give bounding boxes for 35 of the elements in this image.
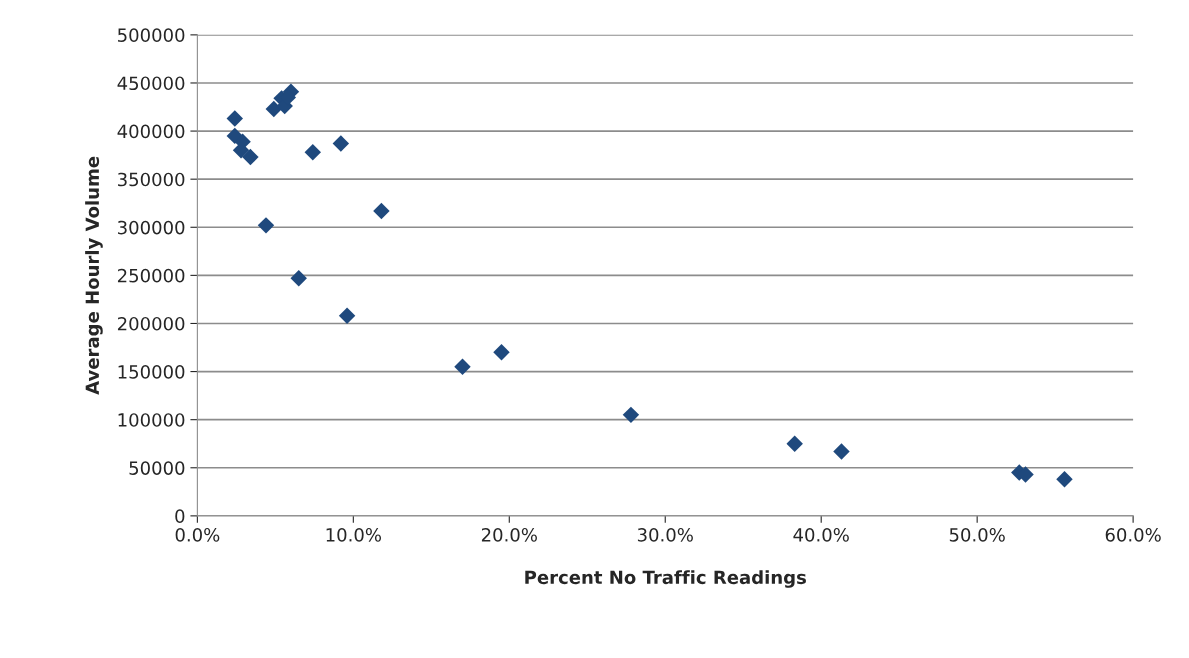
point [226,110,244,127]
point [1056,471,1073,488]
y-tick-label: 100000 [118,413,185,427]
x-tick-label: 10.0% [326,528,382,542]
point [786,435,803,452]
y-tick-label: 250000 [117,268,185,283]
x-tick-label: 60.0% [1105,528,1161,542]
x-tick-label: 30.0% [637,528,693,542]
point [304,144,321,161]
point [833,443,850,460]
x-tick-label: 50.0% [949,528,1005,542]
point [290,270,307,287]
point [257,217,275,234]
x-tick-label: 40.0% [793,528,849,542]
y-tick-label: 350000 [118,172,185,187]
point [373,202,390,220]
x-tick-label: 20.0% [481,528,537,542]
y-tick-label: 300000 [118,220,185,235]
point [242,148,259,166]
y-tick-label: 400000 [117,124,185,139]
x-axis-title: Percent No Traffic Readings [525,570,806,588]
point [454,358,471,375]
y-tick-label: 50000 [129,461,185,475]
y-tick-label: 450000 [117,76,185,91]
y-axis-title: Average Hourly Volume [85,156,103,395]
point [265,100,283,118]
point [622,406,640,424]
y-tick-label: 0 [175,509,185,523]
y-tick-label: 200000 [117,316,185,331]
x-tick-label: 0.0% [175,528,220,542]
point [493,344,510,361]
point [338,307,356,324]
y-tick-label: 150000 [118,365,185,379]
point [332,135,350,152]
y-tick-label: 500000 [118,28,185,42]
